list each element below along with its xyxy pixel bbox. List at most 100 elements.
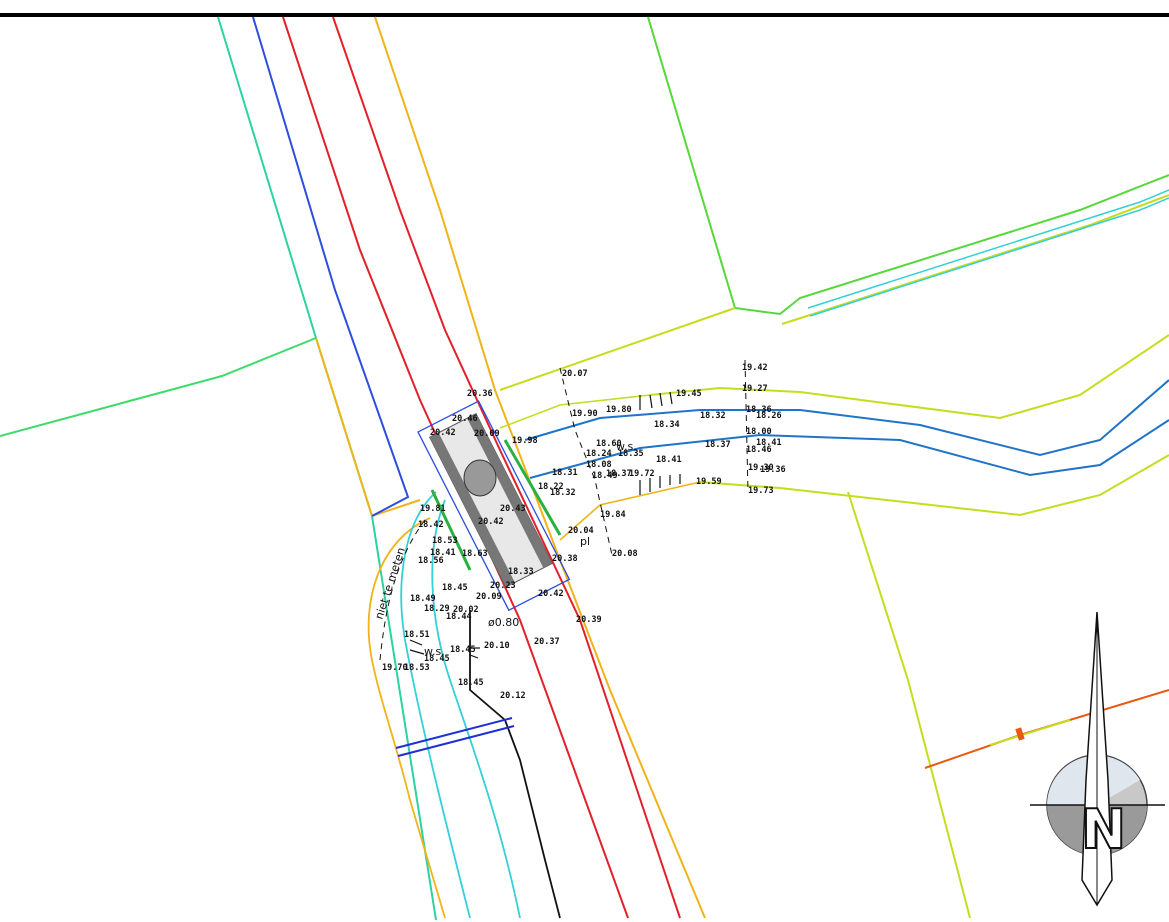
elev: 20.23 bbox=[490, 581, 516, 591]
elev: 18.44 bbox=[446, 612, 472, 622]
elev: 18.22 bbox=[538, 482, 564, 492]
road-red-left bbox=[282, 16, 629, 919]
elev: 18.00 bbox=[746, 427, 772, 437]
elev: 18.37 bbox=[705, 440, 731, 450]
road-red-right bbox=[332, 16, 681, 919]
bridge-beam-left bbox=[429, 432, 515, 587]
water-surface-label-south: w.s. bbox=[424, 645, 445, 658]
elev: 18.45 bbox=[450, 645, 476, 655]
slope-ticks bbox=[409, 391, 681, 659]
elev: 18.24 bbox=[586, 449, 612, 459]
elev: 20.12 bbox=[500, 691, 526, 701]
elev: 18.45 bbox=[424, 654, 450, 664]
elev: 18.63 bbox=[462, 549, 488, 559]
parcel-green-north bbox=[647, 16, 1169, 316]
elev: 18.26 bbox=[756, 411, 782, 421]
ditch-curve bbox=[367, 491, 561, 919]
elev: 18.60 bbox=[596, 439, 622, 449]
elev: 20.42 bbox=[538, 589, 564, 599]
road-orange-right bbox=[374, 16, 706, 919]
elev: 19.42 bbox=[742, 363, 768, 373]
bank-north bbox=[499, 394, 651, 429]
elev: 18.41 bbox=[656, 455, 682, 465]
elev: 18.08 bbox=[586, 460, 612, 470]
dash-profile-1 bbox=[559, 367, 613, 556]
watercourse bbox=[524, 379, 1169, 479]
parcel-green-west bbox=[0, 337, 317, 437]
ditch-cyan-mid bbox=[400, 491, 471, 919]
north-arrow-letter: N bbox=[1081, 798, 1126, 861]
elev: 18.46 bbox=[746, 445, 772, 455]
pipe-diameter-label: ø0.80 bbox=[488, 616, 519, 629]
elev: 20.46 bbox=[452, 414, 478, 424]
elev: 19.27 bbox=[742, 384, 768, 394]
elev: 18.32 bbox=[700, 411, 726, 421]
elev: 20.37 bbox=[534, 637, 560, 647]
north-arrow: N bbox=[1030, 611, 1165, 907]
elev: 19.90 bbox=[572, 409, 598, 419]
frame-top-border bbox=[0, 13, 1169, 17]
elev: 20.42 bbox=[478, 517, 504, 527]
parcel-yellow-river-top bbox=[649, 334, 1169, 420]
bridge-green-edge bbox=[503, 439, 562, 536]
ditch-cyan-inner bbox=[431, 499, 521, 919]
elev: 18.49 bbox=[410, 594, 436, 604]
elev: 19.72 bbox=[629, 469, 655, 479]
elev: 19.59 bbox=[696, 477, 722, 487]
parcel-cyan-strip bbox=[807, 189, 1169, 317]
elev: 20.36 bbox=[467, 389, 493, 399]
elev: 18.51 bbox=[404, 630, 430, 640]
ditch-orange-outer bbox=[367, 517, 446, 919]
elev: 19.70 bbox=[382, 663, 408, 673]
dash-profile-2 bbox=[744, 359, 749, 493]
parcel-yellow-south bbox=[847, 491, 971, 919]
elev: 20.09 bbox=[476, 592, 502, 602]
elev: 19.84 bbox=[600, 510, 626, 520]
elev: 19.80 bbox=[606, 405, 632, 415]
elev: 19.30 bbox=[748, 463, 774, 473]
elev: 20.42 bbox=[430, 428, 456, 438]
elev: 19.73 bbox=[748, 486, 774, 496]
elev: 19.36 bbox=[760, 465, 786, 475]
elev: 20.04 bbox=[568, 526, 594, 536]
elev: 20.08 bbox=[612, 549, 638, 559]
elev: 19.81 bbox=[420, 504, 446, 514]
elev: 18.37 bbox=[606, 469, 632, 479]
bridge-beam-right bbox=[467, 413, 553, 568]
water-bottom-line bbox=[529, 419, 1169, 479]
elev: 18.53 bbox=[404, 663, 430, 673]
water-surface-label-north: w.s. bbox=[616, 440, 637, 453]
elev: 18.33 bbox=[508, 567, 534, 577]
elev: 18.31 bbox=[552, 468, 578, 478]
elev: 18.41 bbox=[430, 548, 456, 558]
elev: 18.56 bbox=[418, 556, 444, 566]
survey-dashed-lines bbox=[379, 359, 749, 661]
elev: 18.29 bbox=[424, 604, 450, 614]
elev: 18.45 bbox=[442, 583, 468, 593]
water-bank-lines bbox=[499, 394, 701, 541]
bridge-hatched-ellipse bbox=[463, 459, 497, 497]
parcel-yellow-band bbox=[781, 194, 1169, 325]
bridge-outline-blue bbox=[417, 400, 571, 612]
road-blue-line bbox=[252, 16, 410, 517]
elev: 18.34 bbox=[654, 420, 680, 430]
elev: 19.98 bbox=[512, 436, 538, 446]
elev: 20.07 bbox=[562, 369, 588, 379]
bridge-structure bbox=[417, 400, 571, 612]
bank-south bbox=[559, 481, 701, 541]
orange-pipe-line bbox=[924, 689, 1169, 769]
elev: 18.35 bbox=[618, 449, 644, 459]
elev: 18.45 bbox=[458, 678, 484, 688]
elev: 18.41 bbox=[756, 438, 782, 448]
culvert-south bbox=[395, 717, 515, 757]
elev: 18.36 bbox=[746, 405, 772, 415]
elev: 20.10 bbox=[484, 641, 510, 651]
road-lines bbox=[217, 16, 706, 921]
elev: 20.38 bbox=[552, 554, 578, 564]
elev: 19.45 bbox=[676, 389, 702, 399]
elev: 20.39 bbox=[576, 615, 602, 625]
elev: 18.49 bbox=[592, 471, 618, 481]
parcel-yellow-north bbox=[499, 307, 736, 391]
plate-label: pl bbox=[580, 535, 590, 548]
